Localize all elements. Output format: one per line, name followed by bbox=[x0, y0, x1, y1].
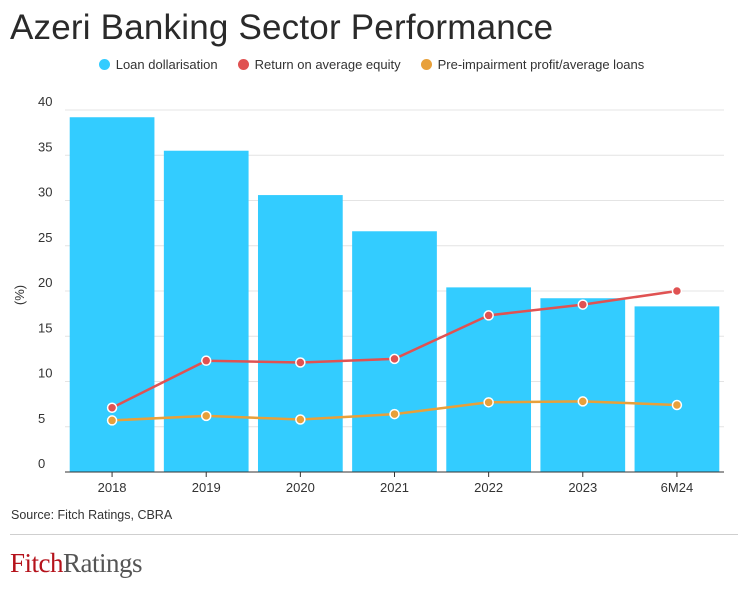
legend-swatch-roe bbox=[237, 59, 249, 70]
x-tick-label: 2021 bbox=[380, 480, 409, 495]
fitch-ratings-logo: FitchRatings bbox=[10, 548, 143, 579]
point-return-on-average-equity bbox=[200, 355, 212, 366]
bar-loan-dollarisation bbox=[257, 195, 343, 472]
y-tick-label: 40 bbox=[38, 94, 52, 109]
x-tick-label: 2023 bbox=[568, 480, 597, 495]
x-tick-label: 2020 bbox=[286, 480, 315, 495]
bar-loan-dollarisation bbox=[634, 306, 720, 472]
point-pre-impairment-profit bbox=[295, 414, 306, 425]
source-note: Source: Fitch Ratings, CBRA bbox=[11, 508, 173, 522]
legend-item-ppp[interactable]: Pre-impairment profit/average loans bbox=[420, 57, 645, 72]
point-pre-impairment-profit bbox=[671, 399, 683, 411]
legend-item-loan-dollarisation[interactable]: Loan dollarisation bbox=[98, 57, 218, 72]
chart-legend: Loan dollarisation Return on average equ… bbox=[0, 57, 743, 72]
y-tick-label: 15 bbox=[38, 320, 52, 335]
point-return-on-average-equity bbox=[577, 299, 589, 310]
point-return-on-average-equity bbox=[483, 310, 494, 321]
point-return-on-average-equity bbox=[671, 285, 683, 297]
y-tick-label: 20 bbox=[38, 275, 52, 290]
legend-item-roe[interactable]: Return on average equity bbox=[237, 57, 401, 72]
y-axis-label: (%) bbox=[12, 285, 27, 305]
x-tick-label: 2019 bbox=[192, 480, 221, 495]
y-tick-label: 30 bbox=[38, 185, 52, 200]
point-pre-impairment-profit bbox=[577, 396, 589, 407]
x-tick-label: 2022 bbox=[474, 480, 503, 495]
x-tick-label: 6M24 bbox=[661, 480, 694, 495]
point-return-on-average-equity bbox=[295, 357, 306, 368]
y-tick-label: 10 bbox=[38, 366, 52, 381]
x-tick-label: 2018 bbox=[98, 480, 127, 495]
legend-label: Return on average equity bbox=[254, 57, 401, 72]
legend-label: Pre-impairment profit/average loans bbox=[437, 57, 645, 72]
logo-ratings: Ratings bbox=[63, 548, 143, 578]
divider bbox=[10, 534, 738, 535]
y-tick-label: 5 bbox=[38, 411, 45, 426]
bar-loan-dollarisation bbox=[163, 150, 249, 472]
y-tick-label: 25 bbox=[38, 230, 52, 245]
y-tick-label: 35 bbox=[38, 139, 52, 154]
point-pre-impairment-profit bbox=[483, 397, 494, 408]
bar-loan-dollarisation bbox=[352, 231, 437, 472]
point-return-on-average-equity bbox=[106, 402, 118, 413]
legend-label: Loan dollarisation bbox=[115, 57, 218, 72]
legend-swatch-ppp bbox=[420, 59, 432, 70]
point-pre-impairment-profit bbox=[106, 415, 118, 426]
point-pre-impairment-profit bbox=[200, 410, 212, 422]
y-tick-label: 0 bbox=[38, 456, 45, 471]
chart-title: Azeri Banking Sector Performance bbox=[10, 8, 554, 47]
chart-plot: 0 5 10 15 20 25 30 35 40 (%) 2018 2019 2020 2021 2022 2… bbox=[12, 94, 724, 495]
logo-fitch: Fitch bbox=[10, 548, 64, 578]
bar-loan-dollarisation bbox=[540, 298, 626, 472]
legend-swatch-bar bbox=[98, 59, 110, 70]
point-return-on-average-equity bbox=[389, 353, 400, 365]
point-pre-impairment-profit bbox=[389, 408, 400, 420]
